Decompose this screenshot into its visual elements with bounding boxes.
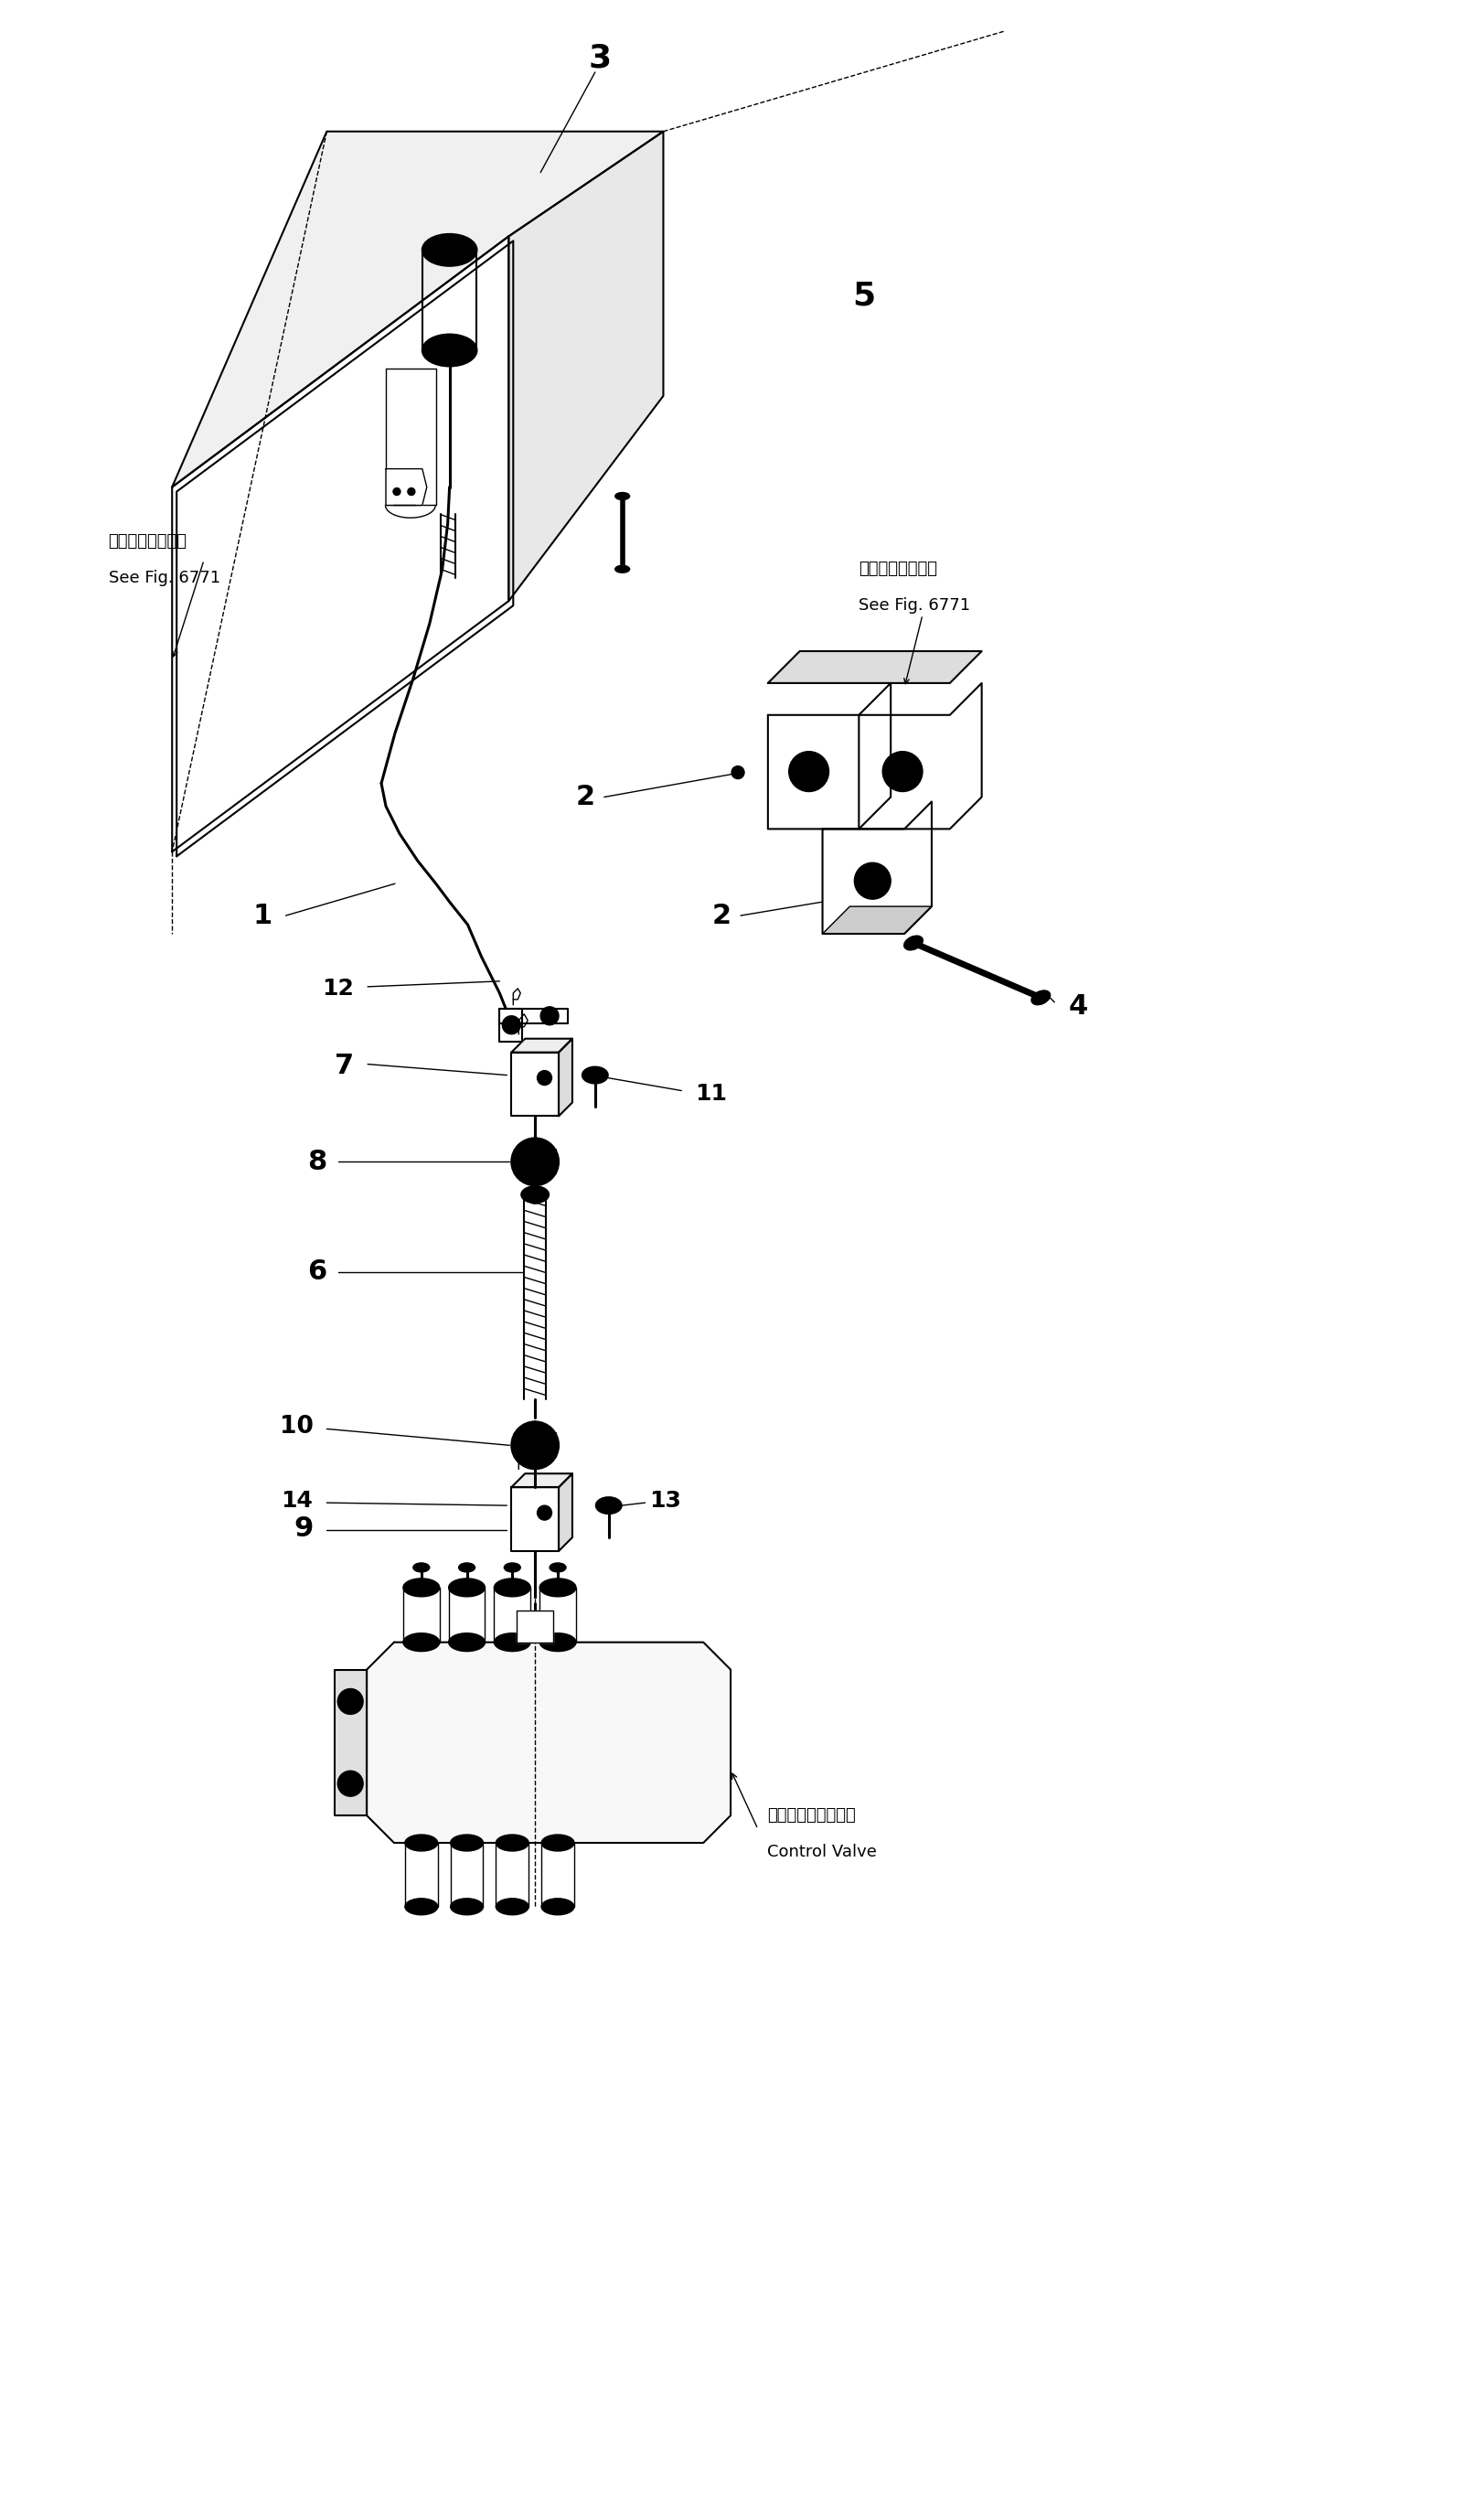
- Circle shape: [522, 1150, 548, 1175]
- Text: 12: 12: [322, 978, 353, 1000]
- Text: 第６７７１図参照: 第６７７１図参照: [858, 561, 936, 576]
- Ellipse shape: [595, 1496, 622, 1514]
- Polygon shape: [558, 1474, 571, 1551]
- Ellipse shape: [450, 1898, 482, 1915]
- Circle shape: [853, 863, 890, 900]
- Circle shape: [525, 1185, 543, 1205]
- Text: 14: 14: [280, 1489, 313, 1511]
- Ellipse shape: [496, 1898, 528, 1915]
- Circle shape: [393, 489, 401, 496]
- Polygon shape: [858, 683, 981, 828]
- Text: 9: 9: [294, 1514, 313, 1541]
- Ellipse shape: [614, 491, 629, 499]
- Circle shape: [881, 751, 922, 791]
- Circle shape: [537, 1070, 552, 1085]
- Circle shape: [537, 1506, 552, 1519]
- Ellipse shape: [413, 1564, 429, 1571]
- Text: See Fig. 6771: See Fig. 6771: [858, 599, 971, 614]
- Text: 3: 3: [588, 42, 611, 75]
- Polygon shape: [172, 132, 663, 486]
- Polygon shape: [367, 1641, 730, 1843]
- Polygon shape: [335, 1668, 367, 1816]
- Text: See Fig. 6771: See Fig. 6771: [108, 571, 220, 586]
- Polygon shape: [448, 1589, 485, 1641]
- Ellipse shape: [402, 1579, 439, 1596]
- Ellipse shape: [521, 1187, 549, 1202]
- Text: Control Valve: Control Valve: [767, 1843, 876, 1861]
- Polygon shape: [172, 237, 509, 853]
- Circle shape: [510, 1137, 558, 1185]
- Polygon shape: [510, 1038, 571, 1052]
- Text: 第６７７１図参照: 第６７７１図参照: [108, 534, 187, 551]
- Polygon shape: [822, 905, 930, 933]
- Ellipse shape: [405, 1836, 438, 1851]
- Polygon shape: [402, 1589, 439, 1641]
- Ellipse shape: [904, 935, 923, 950]
- Circle shape: [337, 1688, 364, 1713]
- Ellipse shape: [503, 1564, 521, 1571]
- Circle shape: [408, 489, 414, 496]
- Circle shape: [528, 1155, 542, 1170]
- Text: 8: 8: [307, 1150, 326, 1175]
- Polygon shape: [386, 369, 436, 506]
- Polygon shape: [516, 1611, 554, 1641]
- Polygon shape: [767, 651, 981, 683]
- Ellipse shape: [405, 1898, 438, 1915]
- Circle shape: [540, 1008, 558, 1025]
- Text: コントロールバルブ: コントロールバルブ: [767, 1808, 855, 1823]
- Text: 13: 13: [650, 1489, 681, 1511]
- Polygon shape: [499, 1008, 567, 1023]
- Circle shape: [528, 1439, 542, 1452]
- Polygon shape: [386, 469, 426, 506]
- Polygon shape: [510, 1474, 571, 1486]
- Ellipse shape: [494, 1634, 530, 1651]
- Polygon shape: [509, 132, 663, 601]
- Text: 4: 4: [1067, 993, 1086, 1020]
- Text: 1: 1: [252, 903, 272, 928]
- Ellipse shape: [542, 1898, 574, 1915]
- Ellipse shape: [1031, 990, 1049, 1005]
- Polygon shape: [177, 242, 513, 855]
- Circle shape: [522, 1432, 548, 1459]
- Ellipse shape: [448, 1634, 485, 1651]
- Ellipse shape: [614, 566, 629, 574]
- Ellipse shape: [539, 1579, 576, 1596]
- Polygon shape: [510, 1486, 558, 1551]
- Text: 2: 2: [712, 903, 732, 928]
- Circle shape: [337, 1771, 364, 1796]
- Ellipse shape: [542, 1836, 574, 1851]
- Text: 7: 7: [334, 1052, 353, 1080]
- Ellipse shape: [421, 334, 476, 367]
- Text: 5: 5: [852, 279, 874, 312]
- Polygon shape: [558, 1038, 571, 1117]
- Ellipse shape: [539, 1634, 576, 1651]
- Polygon shape: [822, 801, 930, 933]
- Text: 2: 2: [576, 783, 595, 811]
- Ellipse shape: [448, 1579, 485, 1596]
- Circle shape: [510, 1422, 558, 1469]
- Polygon shape: [496, 1843, 528, 1905]
- Ellipse shape: [494, 1579, 530, 1596]
- Polygon shape: [494, 1589, 530, 1641]
- Polygon shape: [542, 1843, 574, 1905]
- Polygon shape: [767, 683, 890, 828]
- Ellipse shape: [496, 1836, 528, 1851]
- Text: 6: 6: [307, 1259, 326, 1284]
- Circle shape: [502, 1015, 521, 1035]
- Ellipse shape: [459, 1564, 475, 1571]
- Polygon shape: [510, 1052, 558, 1117]
- Ellipse shape: [549, 1564, 565, 1571]
- Polygon shape: [405, 1843, 438, 1905]
- Text: 10: 10: [279, 1414, 313, 1439]
- Ellipse shape: [402, 1634, 439, 1651]
- Ellipse shape: [582, 1067, 607, 1082]
- Circle shape: [732, 766, 743, 778]
- Polygon shape: [539, 1589, 576, 1641]
- Ellipse shape: [450, 1836, 482, 1851]
- Text: 11: 11: [695, 1082, 727, 1105]
- Ellipse shape: [421, 234, 476, 267]
- Polygon shape: [450, 1843, 482, 1905]
- Polygon shape: [499, 1008, 522, 1042]
- Circle shape: [788, 751, 828, 791]
